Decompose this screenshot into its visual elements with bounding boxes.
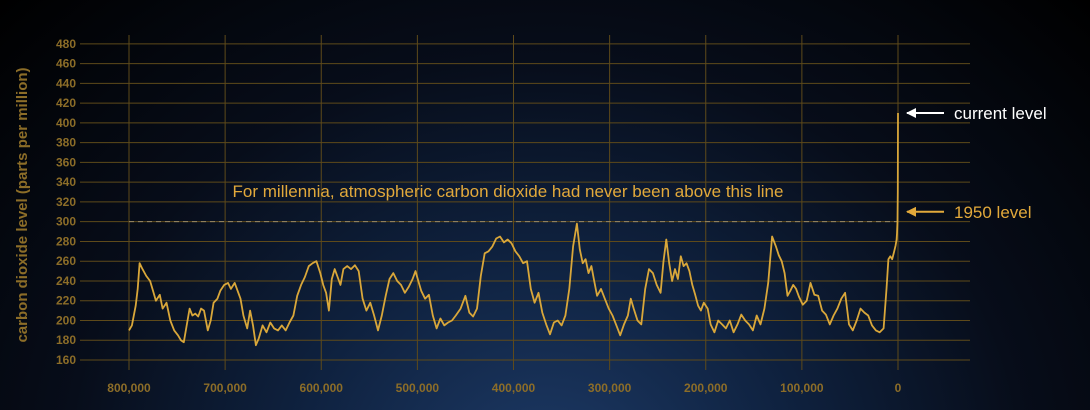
y-tick-label: 160 — [56, 353, 76, 367]
x-tick-label: 500,000 — [396, 381, 440, 395]
x-tick-label: 200,000 — [684, 381, 728, 395]
y-tick-label: 420 — [56, 96, 76, 110]
x-tick-label: 800,000 — [107, 381, 151, 395]
y-tick-label: 280 — [56, 234, 76, 248]
y-tick-label: 240 — [56, 274, 76, 288]
x-tick-label: 0 — [895, 381, 902, 395]
co2-series-line — [128, 112, 899, 347]
y-tick-label: 180 — [56, 333, 76, 347]
x-tick-label: 100,000 — [780, 381, 824, 395]
1950-level-label: 1950 level — [954, 203, 1032, 222]
y-tick-label: 360 — [56, 155, 76, 169]
y-tick-label: 440 — [56, 76, 76, 90]
x-tick-label: 400,000 — [492, 381, 536, 395]
y-tick-label: 220 — [56, 294, 76, 308]
y-tick-label: 380 — [56, 136, 76, 150]
y-tick-label: 260 — [56, 254, 76, 268]
y-tick-label: 480 — [56, 37, 76, 51]
y-tick-label: 340 — [56, 175, 76, 189]
threshold-annotation: For millennia, atmospheric carbon dioxid… — [233, 182, 784, 201]
y-tick-label: 320 — [56, 195, 76, 209]
x-axis-ticks: 800,000 700,000 600,000 500,000 400,000 300,0… — [107, 381, 901, 395]
gridlines — [80, 35, 970, 370]
y-tick-label: 400 — [56, 116, 76, 130]
y-tick-label: 300 — [56, 215, 76, 229]
x-tick-label: 700,000 — [203, 381, 247, 395]
y-axis-label: carbon dioxide level (parts per million) — [14, 67, 31, 342]
y-tick-label: 460 — [56, 57, 76, 71]
current-level-label: current level — [954, 104, 1047, 123]
x-tick-label: 300,000 — [588, 381, 632, 395]
x-tick-label: 600,000 — [300, 381, 344, 395]
y-tick-label: 200 — [56, 313, 76, 327]
y-axis-ticks: 160 180 200 220 240 260 280 300 320 340 360 380 400 4… — [56, 37, 76, 367]
